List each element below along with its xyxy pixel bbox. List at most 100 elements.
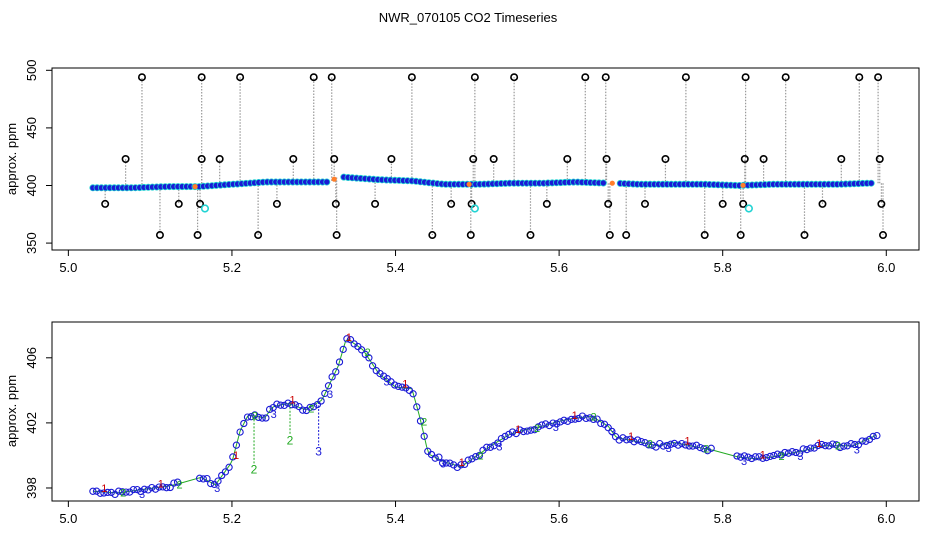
series-marker [339, 345, 347, 354]
series-marker [162, 484, 171, 492]
outlier-point [466, 231, 475, 240]
series-label: 1 [760, 449, 766, 461]
series-marker [847, 440, 855, 448]
outlier-point [254, 231, 263, 240]
series-marker [310, 403, 318, 411]
series-label: 3 [383, 376, 389, 388]
series-marker [240, 419, 248, 428]
x-tick-label: 5.6 [550, 260, 568, 275]
series-marker [254, 413, 263, 422]
series-marker [494, 439, 502, 447]
top-panel: 5.0 5.2 5.4 5.6 5.8 6.0 350 400 450 500 approx. pp… [4, 59, 920, 275]
series-marker [707, 444, 715, 452]
outlier-point [874, 73, 883, 82]
series-label: 1 [158, 479, 164, 491]
series-marker [438, 459, 447, 467]
series-marker [519, 427, 528, 436]
series-label: 1 [289, 394, 295, 406]
series-marker [173, 478, 182, 486]
series-label: 2 [835, 441, 841, 453]
y-tick-label: 406 [24, 347, 39, 369]
series-marker [586, 414, 594, 422]
series-label: 2 [365, 347, 371, 359]
data-point [599, 179, 607, 187]
series-marker [737, 453, 745, 461]
series-marker [416, 417, 425, 425]
plot-frame [51, 321, 920, 502]
series-marker [781, 448, 789, 457]
series-label: 1 [459, 457, 465, 469]
x-tick-label: 6.0 [877, 260, 895, 275]
outlier-point [331, 199, 340, 208]
series-marker [140, 485, 149, 493]
series-marker [501, 432, 509, 441]
series-marker [549, 419, 557, 427]
outlier-point [155, 231, 164, 240]
x-tick-label: 5.2 [223, 260, 241, 275]
series-marker [214, 477, 222, 485]
series-marker [420, 432, 428, 440]
dip-label: 2 [251, 463, 258, 477]
x-tick-label: 5.2 [223, 511, 241, 526]
series-marker [637, 437, 645, 446]
series-marker [818, 440, 826, 449]
series-label: 2 [421, 417, 427, 429]
series-marker [626, 435, 634, 443]
series-marker [151, 485, 160, 493]
series-marker [667, 440, 675, 448]
series-marker [696, 443, 704, 452]
outlier-point [289, 155, 298, 164]
series-marker [251, 411, 259, 419]
series-marker [571, 415, 579, 423]
series-marker [203, 474, 211, 483]
x-tick-label: 5.8 [714, 260, 732, 275]
series-marker [306, 403, 314, 412]
outlier-point [330, 155, 339, 164]
series-label: 3 [139, 489, 145, 501]
series-label: 1 [628, 431, 634, 443]
series-label: 1 [515, 424, 521, 436]
series-label: 1 [101, 483, 107, 495]
outlier-point [387, 155, 396, 164]
series-marker [505, 430, 513, 439]
outlier-point [640, 199, 649, 208]
outlier-point [101, 199, 110, 208]
series-marker [740, 452, 749, 460]
outlier-point [602, 155, 611, 164]
series-marker [608, 427, 616, 436]
series-label: 1 [572, 410, 578, 422]
outlier-point [736, 231, 745, 240]
series-marker [449, 461, 458, 469]
series-marker [593, 415, 601, 423]
outlier-point [877, 199, 886, 208]
y-tick-label: 398 [24, 477, 39, 499]
series-marker [762, 453, 771, 462]
series-label: 2 [120, 488, 126, 500]
series-label: 2 [252, 410, 258, 422]
outlier-point [469, 155, 478, 164]
outlier-point [327, 73, 336, 82]
outlier-point [510, 73, 519, 82]
outlier-point [759, 155, 768, 164]
series-marker [170, 479, 178, 487]
series-marker [483, 443, 491, 451]
series-marker [291, 401, 299, 409]
series-marker [225, 463, 233, 471]
series-marker [324, 382, 333, 390]
series-marker [442, 459, 450, 467]
series-marker [243, 413, 252, 421]
series-marker [589, 415, 598, 424]
series-marker [670, 439, 679, 448]
series-label: 2 [177, 479, 183, 491]
series-marker [567, 415, 576, 424]
series-label: 3 [666, 443, 672, 455]
outlier-point [272, 199, 281, 208]
series-marker [748, 454, 756, 463]
outlier-point [526, 231, 535, 240]
series-marker [615, 436, 623, 444]
series-marker [265, 405, 274, 414]
series-marker [597, 419, 605, 428]
series-marker [556, 418, 564, 426]
series-label: 3 [496, 442, 502, 454]
series-marker [92, 487, 101, 495]
